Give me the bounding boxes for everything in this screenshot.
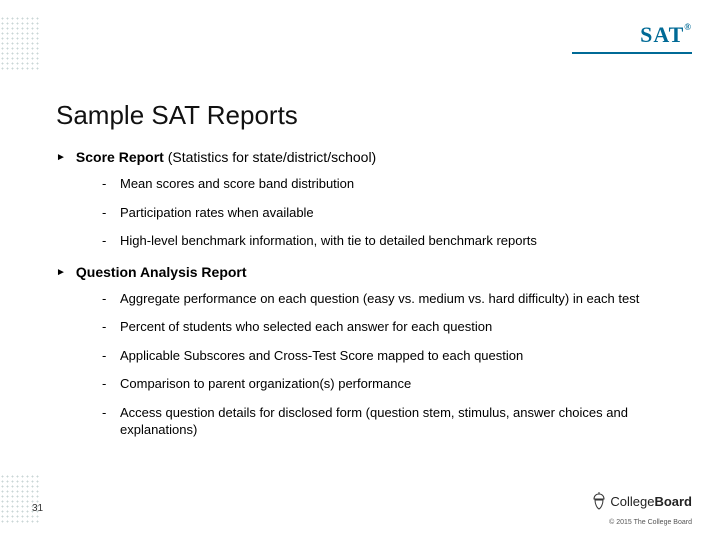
- collegeboard-text: CollegeBoard: [610, 494, 692, 509]
- collegeboard-logo: CollegeBoard: [592, 492, 692, 510]
- page-number: 31: [32, 503, 43, 514]
- cb-prefix: College: [610, 494, 654, 509]
- section-label-bold: Question Analysis Report: [76, 264, 247, 280]
- decoration-dots-bottom: [0, 474, 40, 524]
- list-item: Participation rates when available: [102, 204, 692, 222]
- list-item: Access question details for disclosed fo…: [102, 404, 692, 439]
- list-item: Applicable Subscores and Cross-Test Scor…: [102, 347, 692, 365]
- section-question-analysis: ► Question Analysis Report Aggregate per…: [56, 264, 692, 439]
- section-score-report: ► Score Report (Statistics for state/dis…: [56, 149, 692, 250]
- content-area: Sample SAT Reports ► Score Report (Stati…: [56, 100, 692, 453]
- slide: SAT® Sample SAT Reports ► Score Report (…: [0, 0, 720, 540]
- cb-bold: Board: [654, 494, 692, 509]
- logo-rule: [572, 52, 692, 54]
- copyright: © 2015 The College Board: [609, 519, 692, 526]
- section-header: ► Score Report (Statistics for state/dis…: [56, 149, 692, 165]
- registered-mark: ®: [684, 22, 692, 32]
- list-item: Percent of students who selected each an…: [102, 318, 692, 336]
- list-item: High-level benchmark information, with t…: [102, 232, 692, 250]
- triangle-bullet-icon: ►: [56, 267, 66, 278]
- section-header: ► Question Analysis Report: [56, 264, 692, 280]
- section-label: Score Report (Statistics for state/distr…: [76, 149, 376, 165]
- page-title: Sample SAT Reports: [56, 100, 692, 131]
- decoration-dots-top: [0, 16, 40, 72]
- acorn-icon: [592, 492, 606, 510]
- section-label: Question Analysis Report: [76, 264, 247, 280]
- sat-logo-text: SAT: [640, 22, 684, 47]
- sub-list: Aggregate performance on each question (…: [56, 290, 692, 439]
- sub-list: Mean scores and score band distribution …: [56, 175, 692, 250]
- list-item: Aggregate performance on each question (…: [102, 290, 692, 308]
- section-label-rest: (Statistics for state/district/school): [164, 149, 376, 165]
- list-item: Mean scores and score band distribution: [102, 175, 692, 193]
- section-label-bold: Score Report: [76, 149, 164, 165]
- triangle-bullet-icon: ►: [56, 152, 66, 163]
- list-item: Comparison to parent organization(s) per…: [102, 375, 692, 393]
- sat-logo: SAT®: [640, 22, 692, 48]
